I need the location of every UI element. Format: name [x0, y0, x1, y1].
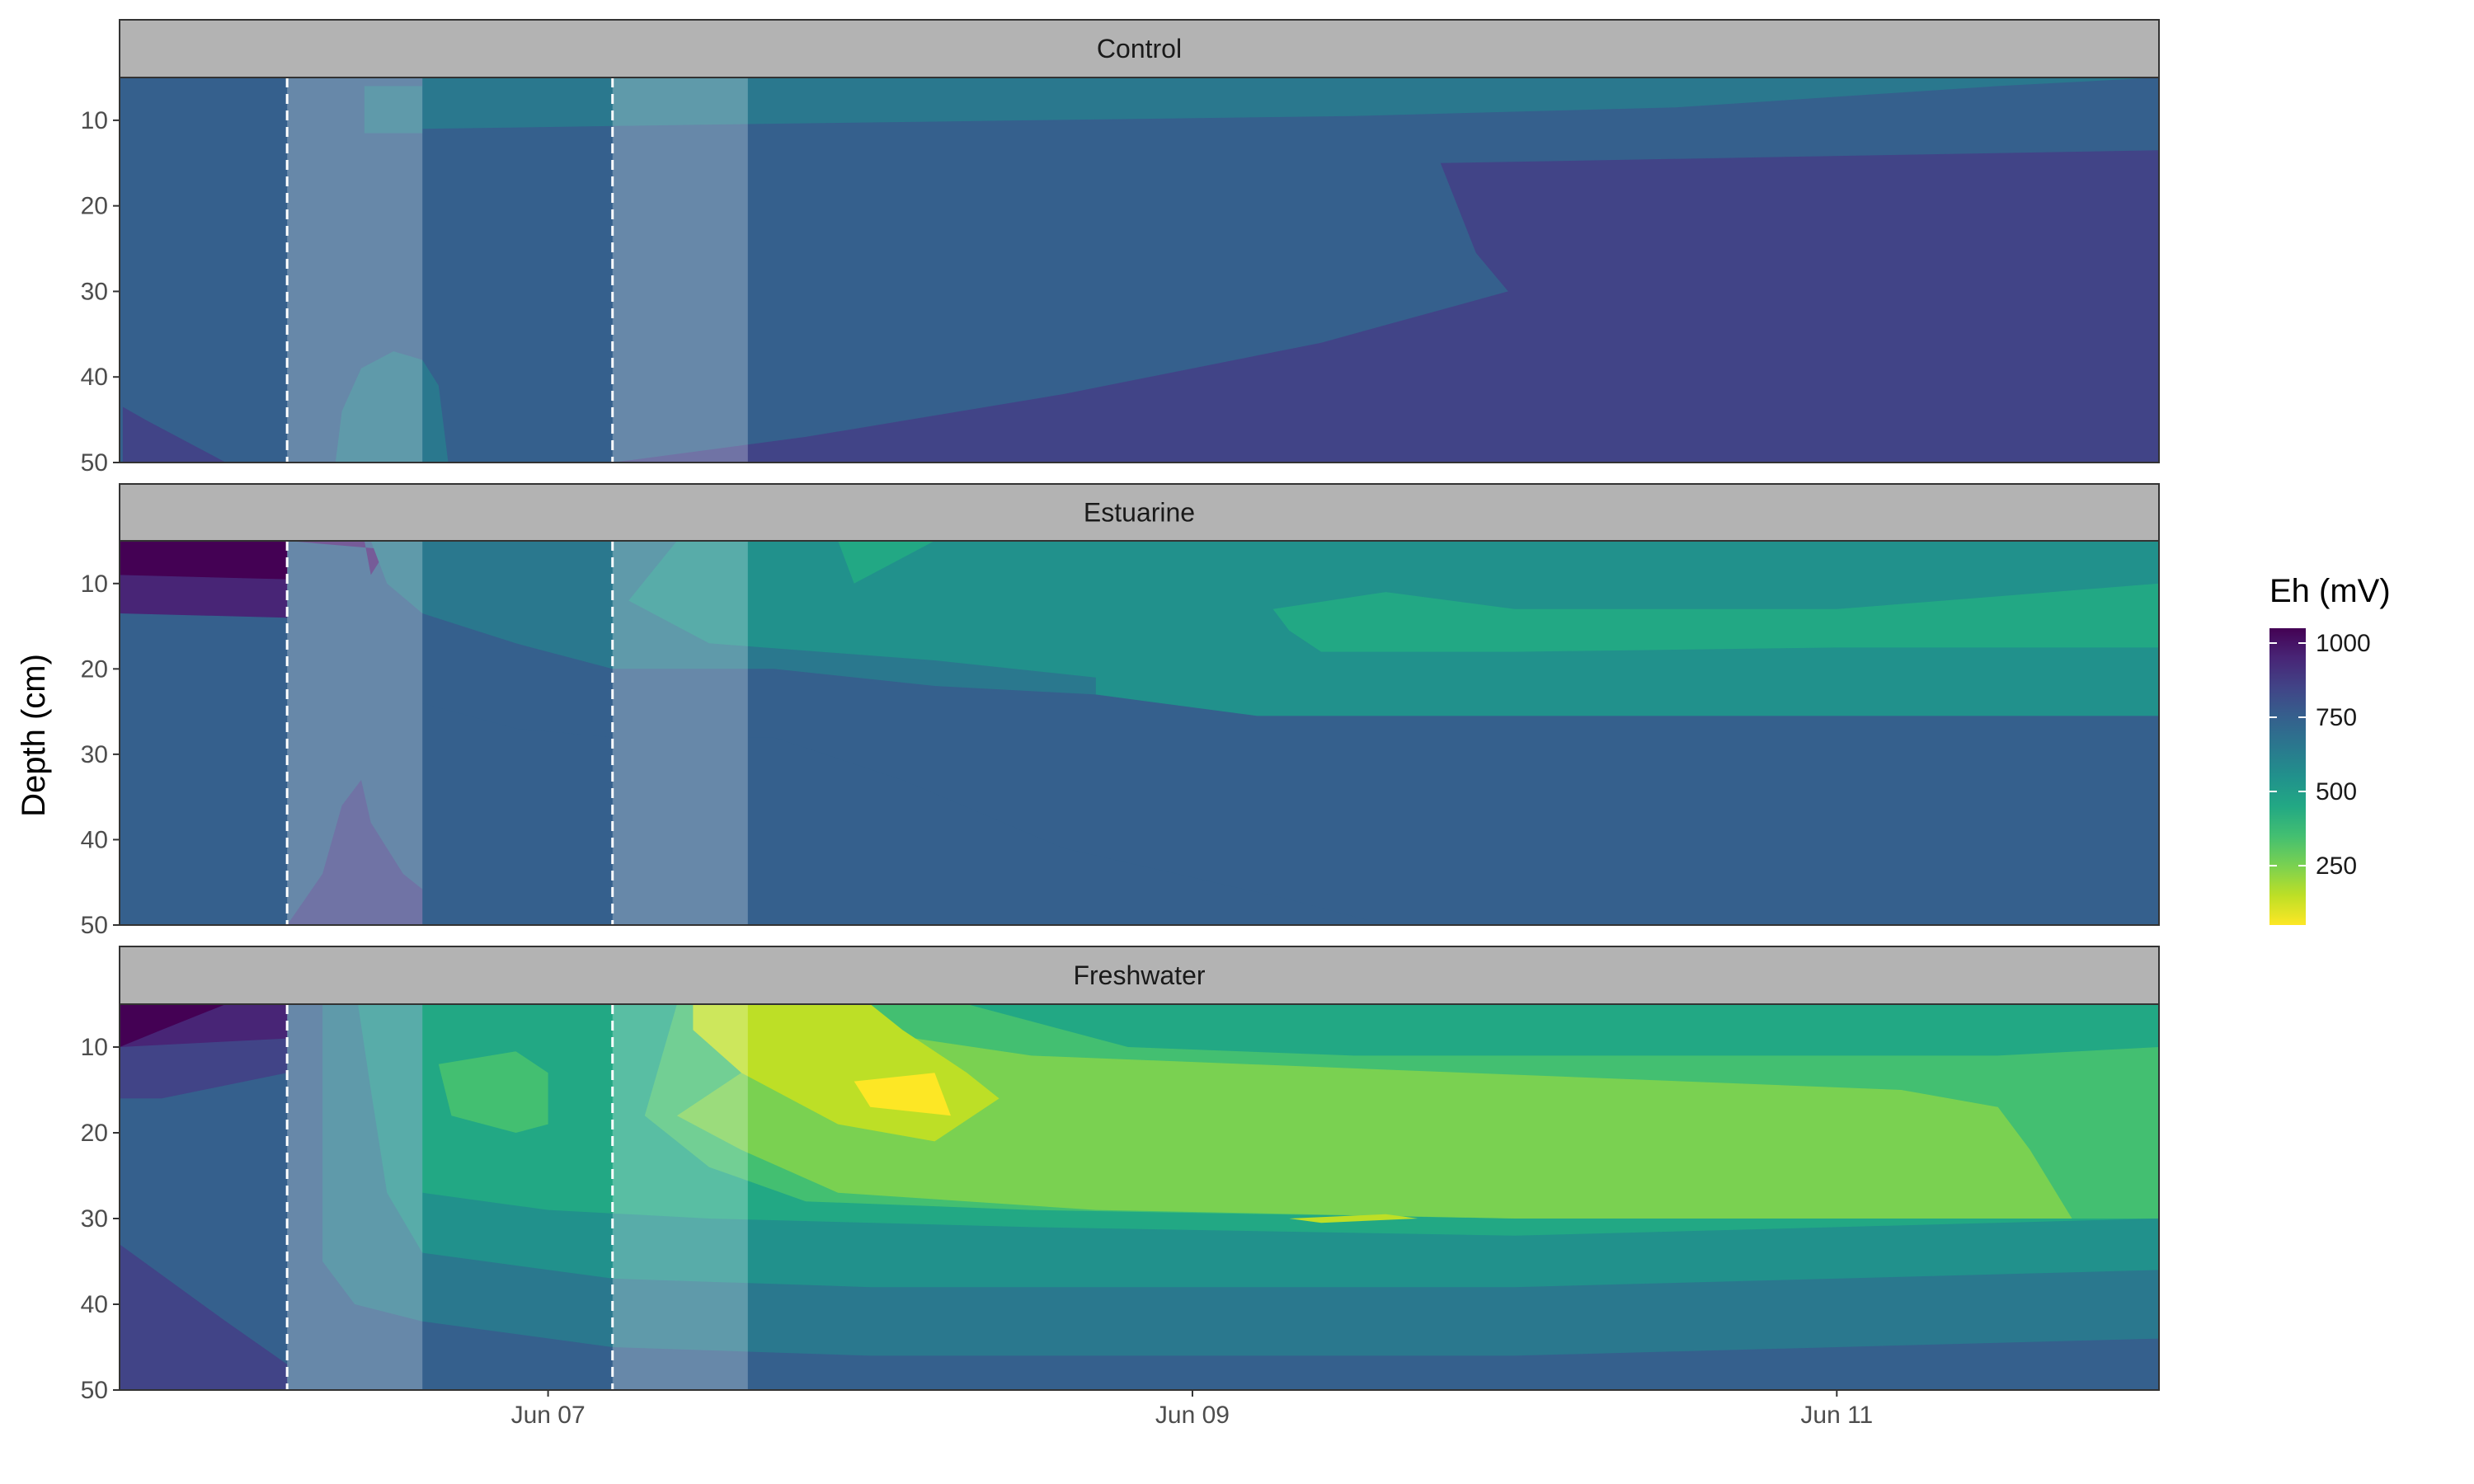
contour-band: [120, 541, 288, 580]
facet-strip: [119, 19, 2160, 78]
contour-band: [364, 86, 423, 134]
facet-strip: [119, 483, 2160, 542]
shaded-period: [287, 77, 423, 463]
contour-band: [1272, 583, 2159, 652]
shaded-period: [612, 541, 748, 925]
shaded-period: [287, 1004, 423, 1390]
contour-band: [438, 1051, 548, 1133]
contour-band: [1289, 1214, 1418, 1223]
legend-tick-label: 750: [2316, 704, 2357, 731]
legend-tick-label: 500: [2316, 778, 2357, 805]
y-tick-label: 50: [81, 912, 108, 939]
facet-strip-label: Estuarine: [1084, 498, 1195, 528]
contour-band: [422, 702, 1386, 925]
shaded-period: [612, 1004, 748, 1390]
panel-estuarine: Estuarine 10 20 30 40 50: [81, 483, 2160, 939]
y-tick-label: 10: [81, 571, 108, 598]
shaded-period: [287, 541, 423, 925]
y-tick-label: 50: [81, 449, 108, 477]
y-tick-label: 20: [81, 655, 108, 683]
contour-band: [335, 351, 423, 463]
y-axis-title: Depth (cm): [16, 654, 52, 817]
y-tick-label: 30: [81, 741, 108, 768]
legend-tick-label: 250: [2316, 852, 2357, 880]
panel-border: [119, 77, 2160, 463]
contour-band: [120, 1244, 288, 1390]
y-tick-label: 40: [81, 1291, 108, 1318]
contour-area: [120, 541, 2159, 925]
contour-band: [676, 1012, 2072, 1219]
contour-band: [838, 541, 935, 584]
y-tick-label: 10: [81, 107, 108, 134]
legend-title: Eh (mV): [2269, 573, 2391, 609]
y-tick-label: 20: [81, 1120, 108, 1147]
facet-strip: [119, 946, 2160, 1005]
panels: Control1020304050Estuarine1020304050Fres…: [81, 19, 2160, 1404]
y-tick-label: 30: [81, 278, 108, 305]
color-legend: Eh (mV) 1000 750 500 250: [2269, 573, 2391, 925]
contour-band: [422, 359, 449, 463]
contour-area: [120, 1004, 2159, 1390]
contour-band: [422, 77, 2159, 129]
facet-strip-label: Freshwater: [1073, 960, 1205, 990]
contour-band: [120, 1004, 226, 1047]
contour-band: [612, 150, 2159, 463]
contour-area: [120, 77, 2159, 463]
panel-border: [119, 1003, 2160, 1391]
y-tick-label: 30: [81, 1205, 108, 1233]
y-tick-label: 40: [81, 826, 108, 853]
contour-band: [854, 1073, 951, 1116]
shaded-period: [612, 77, 748, 463]
legend-ticks: 1000 750 500 250: [2269, 630, 2371, 880]
y-tick-label: 40: [81, 364, 108, 391]
y-tick-label: 50: [81, 1377, 108, 1404]
legend-tick-label: 1000: [2316, 630, 2371, 657]
y-tick-label: 20: [81, 193, 108, 220]
x-tick-label: Jun 11: [1800, 1402, 1873, 1429]
x-tick-label: Jun 07: [511, 1402, 586, 1429]
facet-strip-label: Control: [1097, 34, 1182, 63]
panel-border: [119, 540, 2160, 926]
x-tick-label: Jun 09: [1155, 1402, 1230, 1429]
x-axis: Jun 07 Jun 09 Jun 11: [511, 1390, 1873, 1429]
contour-band: [122, 406, 226, 463]
panel-control: Control 10 20 30 40 50: [81, 19, 2160, 477]
panel-freshwater: Freshwater 10 20 30 40 50: [81, 946, 2160, 1404]
y-tick-label: 10: [81, 1034, 108, 1061]
legend-colorbar: [2269, 628, 2306, 925]
contour-band: [287, 780, 468, 925]
